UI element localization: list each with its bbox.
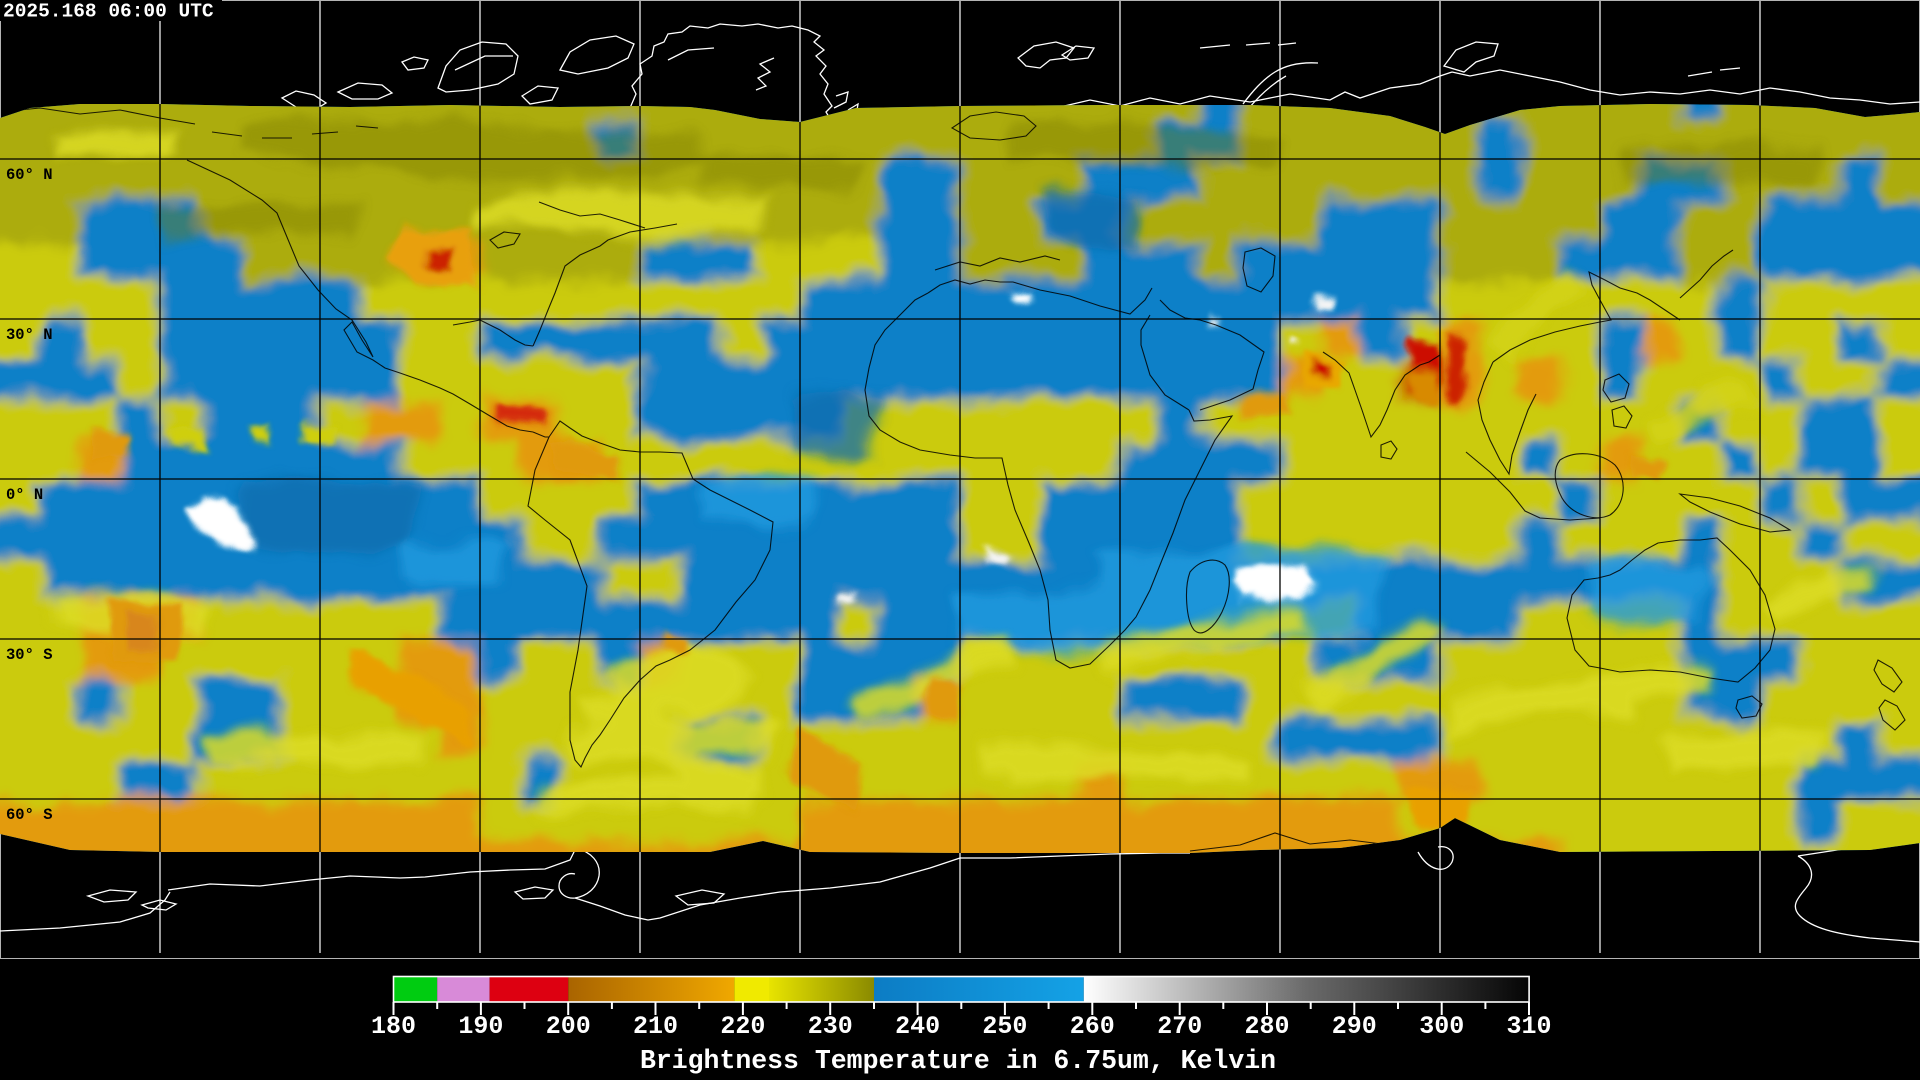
svg-text:0° N: 0° N: [6, 486, 43, 504]
svg-text:Brightness Temperature in 6.75: Brightness Temperature in 6.75um, Kelvin: [640, 1046, 1276, 1076]
svg-text:30° S: 30° S: [6, 646, 53, 664]
svg-text:240: 240: [895, 1012, 940, 1041]
svg-text:210: 210: [633, 1012, 678, 1041]
svg-text:2025.168 06:00 UTC: 2025.168 06:00 UTC: [3, 1, 214, 23]
svg-text:220: 220: [720, 1012, 765, 1041]
svg-text:60° N: 60° N: [6, 166, 53, 184]
svg-text:280: 280: [1244, 1012, 1289, 1041]
svg-text:250: 250: [982, 1012, 1027, 1041]
svg-text:300: 300: [1419, 1012, 1464, 1041]
svg-text:190: 190: [458, 1012, 503, 1041]
svg-text:60° S: 60° S: [6, 806, 53, 824]
svg-text:30° N: 30° N: [6, 326, 53, 344]
svg-text:260: 260: [1070, 1012, 1115, 1041]
svg-text:290: 290: [1332, 1012, 1377, 1041]
svg-text:270: 270: [1157, 1012, 1202, 1041]
svg-text:180: 180: [371, 1012, 416, 1041]
svg-text:200: 200: [546, 1012, 591, 1041]
svg-text:230: 230: [808, 1012, 853, 1041]
svg-text:310: 310: [1506, 1012, 1551, 1041]
